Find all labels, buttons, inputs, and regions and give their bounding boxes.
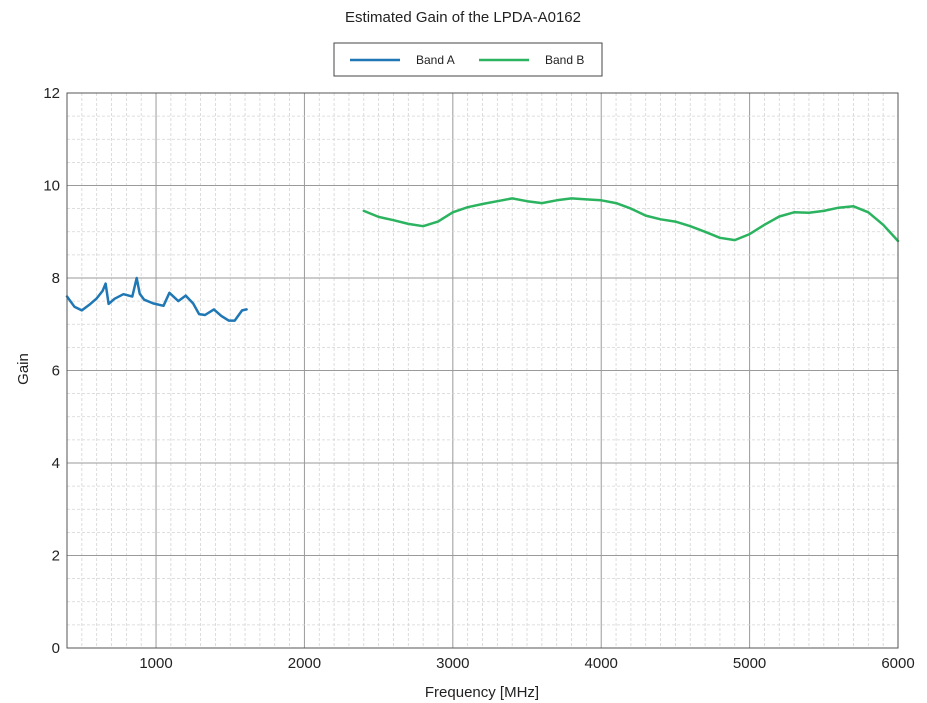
series-line-band-b xyxy=(362,197,900,243)
x-tick-label: 1000 xyxy=(139,655,172,672)
y-tick-label: 0 xyxy=(52,640,60,657)
legend-label-band-b: Band B xyxy=(545,53,584,67)
y-tick-label: 12 xyxy=(43,85,60,102)
y-tick-label: 6 xyxy=(52,363,60,380)
legend-label-band-a: Band A xyxy=(416,53,455,67)
series-layer xyxy=(65,197,900,322)
y-tick-label: 8 xyxy=(52,270,60,287)
x-tick-label: 6000 xyxy=(881,655,914,672)
ticks: 1000 2000 3000 4000 5000 6000 0 2 4 6 8 10 12 xyxy=(43,85,914,672)
y-tick-label: 10 xyxy=(43,178,60,195)
legend: Band A Band B xyxy=(333,42,603,77)
x-tick-label: 4000 xyxy=(585,655,618,672)
series-line-band-a xyxy=(65,276,248,322)
x-tick-label: 3000 xyxy=(436,655,469,672)
y-tick-label: 2 xyxy=(52,548,60,565)
x-tick-label: 2000 xyxy=(288,655,321,672)
y-axis-label: Gain xyxy=(15,353,32,385)
plot-frame xyxy=(66,92,899,649)
x-tick-label: 5000 xyxy=(733,655,766,672)
y-tick-label: 4 xyxy=(52,455,60,472)
x-axis-label: Frequency [MHz] xyxy=(425,684,539,701)
grid xyxy=(67,93,898,648)
chart-title: Estimated Gain of the LPDA-A0162 xyxy=(345,9,581,26)
